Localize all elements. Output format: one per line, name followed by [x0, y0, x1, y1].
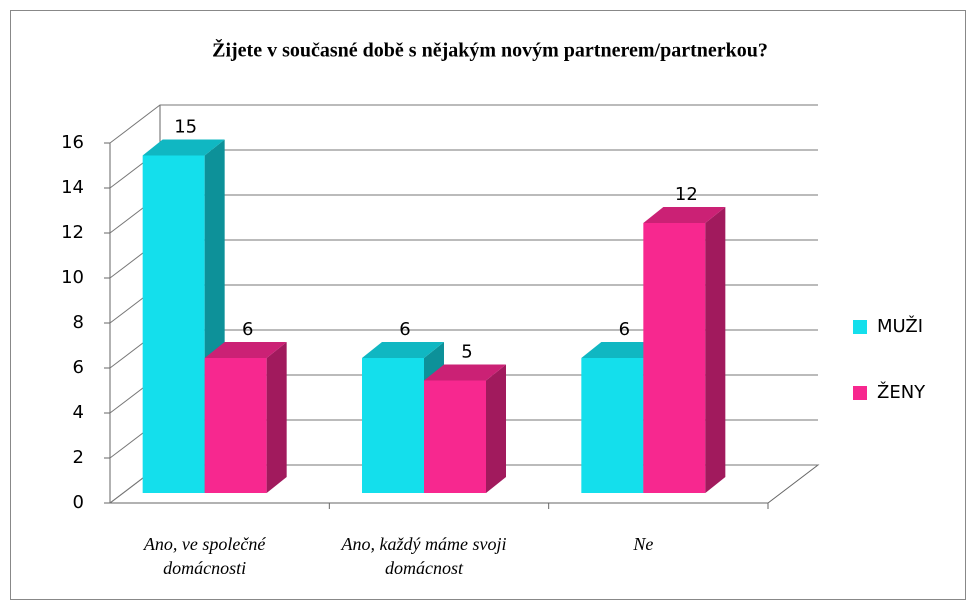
bar [581, 358, 644, 493]
legend-label: MUŽI [877, 315, 923, 337]
bar [204, 358, 267, 493]
y-tick-label: 4 [73, 402, 84, 423]
y-tick-label: 2 [73, 447, 84, 468]
bar [643, 223, 706, 493]
legend-swatch [853, 320, 867, 334]
y-tick-label: 14 [61, 177, 84, 198]
value-label: 6 [399, 319, 410, 340]
bar-top [643, 207, 726, 223]
x-tick-label: Ano, každý máme svoji domácnost [341, 534, 507, 578]
bar-top [142, 139, 225, 156]
x-tick-label: Ne [633, 534, 654, 554]
chart-title: Žijete v současné době s nějakým novým p… [212, 38, 768, 62]
y-tick-label: 12 [61, 222, 84, 243]
bar [362, 358, 424, 493]
x-tick-label: Ano, ve společné domácnosti [143, 534, 266, 578]
value-label: 15 [174, 117, 197, 138]
bar-side [486, 364, 506, 493]
y-tick-label: 6 [73, 357, 84, 378]
value-label: 6 [619, 319, 630, 340]
bar-top [204, 342, 287, 358]
bar-side [705, 207, 726, 493]
y-tick-label: 10 [61, 267, 84, 288]
value-label: 5 [461, 342, 472, 363]
bar [142, 155, 205, 493]
bar [424, 380, 486, 493]
value-label: 6 [242, 319, 253, 340]
bar-side [266, 342, 287, 493]
legend-label: ŽENY [877, 381, 926, 403]
bar-top [581, 342, 664, 358]
bar-top [362, 342, 444, 358]
y-tick-label: 0 [73, 492, 84, 513]
grid-line [109, 104, 818, 144]
legend-swatch [853, 386, 867, 400]
y-tick-label: 16 [61, 132, 84, 153]
value-label: 12 [675, 184, 698, 205]
bar-top [424, 364, 506, 381]
y-tick-label: 8 [73, 312, 84, 333]
